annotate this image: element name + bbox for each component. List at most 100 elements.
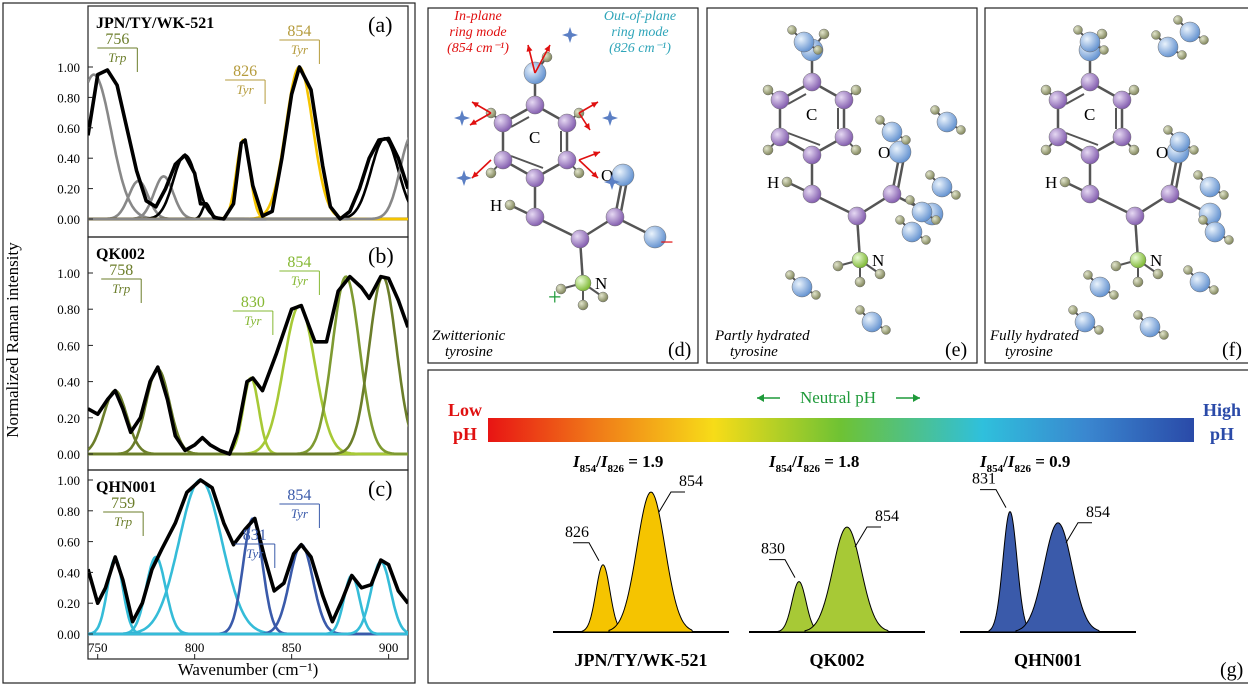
hydrogen-atom [905, 195, 915, 205]
hydrogen-atom [1068, 305, 1078, 315]
peak-low-label: 826 [565, 524, 589, 541]
peak-high-leader [658, 491, 685, 513]
out-of-plane-star [456, 170, 472, 186]
bond [510, 116, 530, 128]
ratio-part: 826 [803, 463, 820, 475]
hydrogen-atom [1198, 215, 1208, 225]
carbon-atom [847, 206, 867, 226]
water-oxygen-atom [1199, 176, 1221, 198]
water-oxygen-atom [1157, 36, 1179, 58]
ratio-part: I [600, 452, 609, 471]
left-frame [2, 2, 416, 684]
carbon-atom [1125, 206, 1145, 226]
hydrogen-atom [854, 276, 866, 288]
peak-assignment: Trp [108, 50, 127, 65]
water-oxygen-atom [911, 201, 933, 223]
sample-name: QHN001 [1014, 650, 1082, 670]
y-axis-label: Normalized Raman intensity [3, 242, 22, 438]
ratio-part: 826 [607, 463, 624, 475]
panel-letter: (b) [368, 243, 394, 268]
low-ph-line1: Low [448, 400, 482, 420]
hydrogen-atom [931, 215, 941, 225]
vibration-arrowhead [472, 171, 479, 178]
water-oxygen-atom [1089, 276, 1111, 298]
panel-frame [87, 469, 409, 660]
bond [787, 93, 807, 105]
hydrogen-atom [1199, 35, 1209, 45]
peak-low [581, 564, 625, 633]
water-oxygen-atom [791, 276, 813, 298]
peak-assignment: Tyr [291, 42, 309, 57]
hydrogen-atom [555, 283, 567, 295]
hydrogen-atom [855, 305, 865, 315]
hydrogen-atom [485, 167, 497, 179]
ratio-part: / [1002, 452, 1008, 471]
hydrogen-atom [921, 235, 931, 245]
hydrogen-atom [813, 45, 823, 55]
hydrogen-atom [1059, 176, 1071, 188]
bond [787, 132, 821, 146]
peak-assignment: Tyr [291, 273, 309, 288]
atom-label-n: N [1150, 251, 1162, 270]
water-oxygen-atom [931, 176, 953, 198]
out-of-plane-star [602, 110, 618, 126]
hydrogen-atom [1073, 25, 1083, 35]
peak-wavenumber: 831 [243, 527, 267, 544]
water-oxygen-atom [1079, 31, 1101, 53]
atom-label-c: C [1084, 105, 1095, 124]
panel-d-letter: (d) [668, 339, 691, 361]
ph-gradient-bar [488, 418, 1194, 442]
vibration-arrowhead [526, 45, 533, 52]
panel-e: C O H N Partly hydrated tyrosine (e) [706, 7, 978, 364]
peak-assignment: Trp [112, 281, 131, 296]
peak-wavenumber: 854 [287, 254, 311, 271]
ratio-part: I [1007, 452, 1016, 471]
hydrogen-atom [1110, 260, 1122, 272]
hydrogen-atom [901, 135, 911, 145]
y-tick-label: 0.40 [57, 565, 80, 580]
panel-d-caption-1: Zwitterionic [432, 328, 506, 344]
peak-assignment: Tyr [237, 82, 255, 97]
hydrogen-atom [1128, 84, 1140, 96]
hydrogen-atom [1193, 170, 1203, 180]
hydrogen-atom [1040, 84, 1052, 96]
atom-label-n: N [872, 251, 884, 270]
out-of-plane-star [562, 27, 578, 43]
sample-name: JPN/TY/WK-521 [575, 650, 708, 670]
low-ph-line2: pH [453, 424, 477, 444]
y-tick-label: 0.40 [57, 375, 80, 390]
peak-wavenumber: 826 [233, 63, 257, 80]
carbon-atom [525, 95, 545, 115]
y-tick-label: 0.60 [57, 535, 80, 550]
water-oxygen-atom [1074, 311, 1096, 333]
hydrogen-atom [1209, 285, 1219, 295]
carbon-atom [1112, 127, 1132, 147]
y-tick-label: 0.60 [57, 338, 80, 353]
y-tick-label: 0.60 [57, 121, 80, 136]
hydrogen-atom [925, 170, 935, 180]
hydrogen-atom [573, 167, 585, 179]
y-tick-label: 0.80 [57, 302, 80, 317]
water-oxygen-atom [793, 31, 815, 53]
water-oxygen-atom [1169, 131, 1191, 153]
peak-low [777, 581, 822, 633]
carbon-atom [1080, 184, 1100, 204]
vibration-arrowhead [544, 45, 550, 52]
peak-high-label: 854 [875, 508, 899, 525]
peak-low-label: 830 [761, 541, 785, 558]
atom-label-h: H [1045, 173, 1057, 192]
envelope-line [88, 478, 408, 624]
hydrogen-atom [850, 144, 862, 156]
peak-assignment: Tyr [244, 313, 262, 328]
panel-c: 0.00 0.20 0.40 0.60 0.80 1.00 QHN001 (c) 759 Trp 8… [57, 469, 409, 660]
hydrogen-atom [874, 268, 886, 280]
y-tick-label: 0.40 [57, 151, 80, 166]
atom-label-h: H [767, 173, 779, 192]
hydrogen-atom [504, 199, 516, 211]
hydrogen-atom [1083, 270, 1093, 280]
ratio-part: 826 [1014, 463, 1031, 475]
peak-wavenumber: 854 [287, 23, 311, 40]
hydrogen-atom [1099, 45, 1109, 55]
